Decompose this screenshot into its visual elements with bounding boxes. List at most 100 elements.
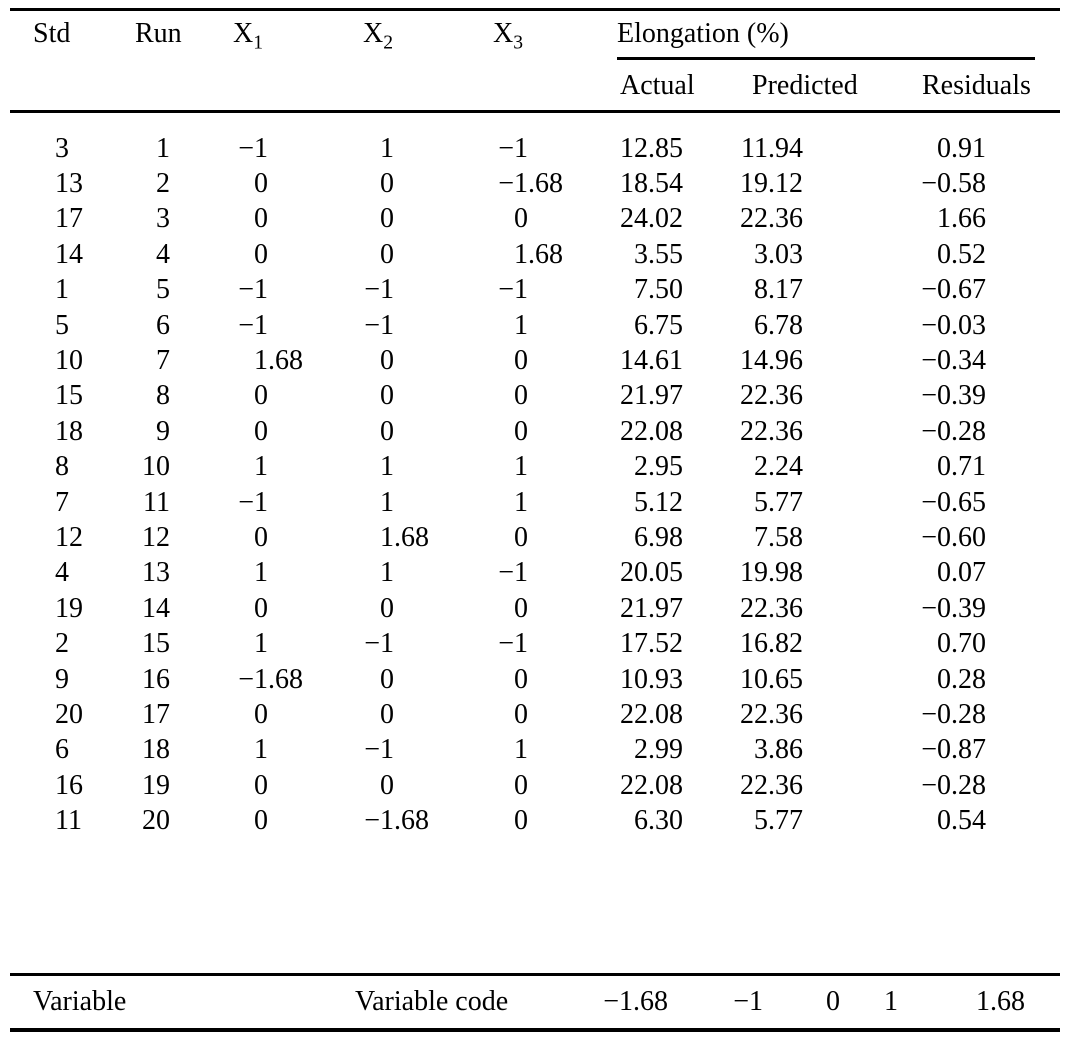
integer-part: 6 xyxy=(634,805,648,837)
run-cell: 2 xyxy=(156,168,170,200)
integer-part: 2 xyxy=(634,451,648,483)
integer-part: −1 xyxy=(498,628,528,660)
actual-cell: 14.61 xyxy=(573,343,694,378)
x2-cell: 0 xyxy=(319,768,440,803)
actual-cell: 21.97 xyxy=(573,591,694,626)
actual-cell: 2.95 xyxy=(573,450,694,485)
table-row: 8 10 1 1 1 2.95 2.24 0.71 xyxy=(0,450,1071,485)
predicted-cell: 6.78 xyxy=(693,308,814,343)
table-row: 5 6 −1 −1 1 6.75 6.78 −0.03 xyxy=(0,308,1071,343)
residuals-cell: 0.28 xyxy=(876,662,997,697)
fraction-part: .03 xyxy=(951,309,986,341)
run-cell: 3 xyxy=(156,203,170,235)
fraction-part: .36 xyxy=(768,769,803,801)
fraction-part: .17 xyxy=(768,274,803,306)
fraction-part: .02 xyxy=(648,203,683,235)
integer-part: 6 xyxy=(634,309,648,341)
fraction-part: .68 xyxy=(528,168,563,200)
fraction-part: .28 xyxy=(951,663,986,695)
fraction-part: .93 xyxy=(648,663,683,695)
x2-cell: −1 xyxy=(319,308,440,343)
integer-part: 0 xyxy=(254,203,268,235)
integer-part: 0 xyxy=(254,698,268,730)
integer-part: 0 xyxy=(937,557,951,589)
run-cell: 7 xyxy=(156,345,170,377)
predicted-cell: 8.17 xyxy=(693,273,814,308)
integer-part: 14 xyxy=(620,345,648,377)
integer-part: −0 xyxy=(921,521,951,553)
fraction-part: .36 xyxy=(768,415,803,447)
integer-part: 0 xyxy=(254,592,268,624)
code-value: −1.68 xyxy=(603,986,668,1017)
integer-part: −1 xyxy=(498,274,528,306)
std-cell: 10 xyxy=(55,345,83,377)
integer-part: −1 xyxy=(238,309,268,341)
fraction-part: .91 xyxy=(951,132,986,164)
run-cell: 10 xyxy=(142,451,170,483)
table-row: 1 5 −1 −1 −1 7.50 8.17 −0.67 xyxy=(0,273,1071,308)
integer-part: −1 xyxy=(238,274,268,306)
table-row: 16 19 0 0 0 22.08 22.36 −0.28 xyxy=(0,768,1071,803)
x2-cell: 0 xyxy=(319,343,440,378)
actual-cell: 22.08 xyxy=(573,768,694,803)
table-row: 2 15 1 −1 −1 17.52 16.82 0.70 xyxy=(0,626,1071,661)
variable-code-label: Variable code xyxy=(355,986,509,1017)
std-cell: 3 xyxy=(55,132,69,164)
integer-part: 1 xyxy=(514,734,528,766)
integer-part: 0 xyxy=(514,203,528,235)
std-cell: 14 xyxy=(55,238,83,270)
integer-part: 1 xyxy=(254,451,268,483)
x3-cell: −1 xyxy=(453,556,574,591)
integer-part: 5 xyxy=(634,486,648,518)
integer-part: 0 xyxy=(514,592,528,624)
std-cell: 19 xyxy=(55,592,83,624)
fraction-part: .98 xyxy=(648,521,683,553)
fraction-part: .58 xyxy=(768,521,803,553)
actual-cell: 22.08 xyxy=(573,414,694,449)
integer-part: 1 xyxy=(254,628,268,660)
fraction-part: .36 xyxy=(768,203,803,235)
std-cell: 11 xyxy=(55,805,82,837)
std-cell: 12 xyxy=(55,521,83,553)
actual-cell: 10.93 xyxy=(573,662,694,697)
fraction-part: .54 xyxy=(951,805,986,837)
predicted-cell: 5.77 xyxy=(693,485,814,520)
x1-cell: 1 xyxy=(193,626,314,661)
actual-cell: 7.50 xyxy=(573,273,694,308)
integer-part: 1 xyxy=(514,451,528,483)
integer-part: −1 xyxy=(364,734,394,766)
table-body: 3 1 −1 1 −1 12.85 11.94 0.91 13 2 0 0 −1.68 18.54 19.1… xyxy=(0,131,1071,839)
std-cell: 15 xyxy=(55,380,83,412)
table-bottom-rule xyxy=(10,1028,1060,1032)
integer-part: 17 xyxy=(620,628,648,660)
x2-cell: 1.68 xyxy=(319,520,440,555)
x2-cell: 0 xyxy=(319,379,440,414)
predicted-cell: 19.98 xyxy=(693,556,814,591)
fraction-part: .52 xyxy=(648,628,683,660)
integer-part: 14 xyxy=(740,345,768,377)
table-row: 17 3 0 0 0 24.02 22.36 1.66 xyxy=(0,202,1071,237)
integer-part: 18 xyxy=(620,168,648,200)
x1-cell: 0 xyxy=(193,520,314,555)
x1-cell: −1 xyxy=(193,485,314,520)
x3-cell: 1 xyxy=(453,485,574,520)
x1-cell: 0 xyxy=(193,768,314,803)
x3-cell: 0 xyxy=(453,697,574,732)
x3-cell: 0 xyxy=(453,343,574,378)
std-cell: 7 xyxy=(55,486,69,518)
fraction-part: .75 xyxy=(648,309,683,341)
fraction-part: .55 xyxy=(648,238,683,270)
run-cell: 4 xyxy=(156,238,170,270)
x1-cell: −1.68 xyxy=(193,662,314,697)
integer-part: −1 xyxy=(498,557,528,589)
integer-part: −1 xyxy=(498,132,528,164)
residuals-cell: −0.60 xyxy=(876,520,997,555)
x3-cell: 0 xyxy=(453,520,574,555)
x1-cell: 1.68 xyxy=(193,343,314,378)
fraction-part: .68 xyxy=(394,805,429,837)
fraction-part: .58 xyxy=(951,168,986,200)
x2-cell: 0 xyxy=(319,237,440,272)
residuals-cell: −0.65 xyxy=(876,485,997,520)
column-header-std: Std xyxy=(33,18,71,49)
integer-part: 0 xyxy=(514,663,528,695)
